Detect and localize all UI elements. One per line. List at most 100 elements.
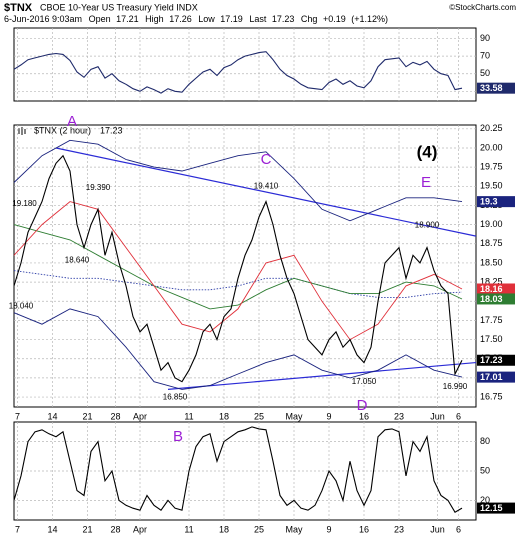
quote-pct: (+1.12%) (351, 14, 388, 24)
quote-label: High (145, 14, 164, 24)
x-tick-label: 16 (359, 411, 369, 421)
x-tick-label: 23 (394, 411, 404, 421)
y-tick-label: 20.25 (480, 123, 503, 133)
y-tick-label: 17.75 (480, 315, 503, 325)
x-tick-label: 6 (456, 524, 461, 534)
series-line (13, 201, 463, 341)
wave-label: B (173, 428, 183, 445)
y-tick-label: 19.50 (480, 181, 503, 191)
chart-title: CBOE 10-Year US Treasury Yield INDX (40, 2, 198, 12)
x-tick-label: 9 (326, 524, 331, 534)
x-tick-label: 18 (219, 524, 229, 534)
point-label: 16.990 (443, 382, 468, 391)
trendline (167, 361, 477, 390)
panel-frame (13, 27, 477, 102)
quote-label: Last (249, 14, 267, 24)
point-label: 18.900 (415, 220, 440, 229)
value-tag-label: 19.3 (480, 197, 498, 207)
point-label: 19.410 (254, 181, 279, 190)
x-tick-label: 7 (15, 524, 20, 534)
value-tag-label: 12.15 (480, 503, 503, 513)
symbol: $TNX (4, 2, 33, 14)
series-line (13, 308, 463, 390)
point-label: 18.640 (65, 255, 90, 264)
y-tick-label: 18.25 (480, 276, 503, 286)
quote-label: Open (89, 14, 111, 24)
quote-value: 17.21 (116, 14, 139, 24)
series-line (13, 51, 463, 94)
x-tick-label: 14 (47, 411, 57, 421)
value-tag (477, 82, 515, 94)
x-tick-label: 23 (394, 524, 404, 534)
y-tick-label: 19.75 (480, 162, 503, 172)
wave-label: E (421, 174, 431, 191)
x-tick-label: 18 (219, 411, 229, 421)
y-tick-label: 17.50 (480, 334, 503, 344)
x-tick-label: 21 (82, 524, 92, 534)
quote-value: 17.26 (169, 14, 192, 24)
value-tag-label: 33.58 (480, 83, 503, 93)
y-tick-label: 20.00 (480, 142, 503, 152)
x-tick-label: 11 (184, 411, 193, 421)
value-tag-label: 18.16 (480, 284, 503, 294)
x-tick-label: 21 (82, 411, 92, 421)
wave-label: C (261, 151, 272, 168)
y-tick-label: 18.75 (480, 238, 503, 248)
value-tag (477, 196, 515, 208)
quote-value: +0.19 (323, 14, 346, 24)
point-label: 16.850 (163, 392, 188, 401)
value-tag (477, 283, 515, 295)
x-tick-label: Apr (133, 411, 147, 421)
panel-frame (13, 124, 477, 408)
series-line (13, 224, 463, 310)
x-tick-label: 9 (326, 411, 331, 421)
y-tick-label: 19.00 (480, 219, 503, 229)
x-tick-label: Apr (133, 524, 147, 534)
x-tick-label: 6 (456, 411, 461, 421)
x-tick-label: May (285, 524, 303, 534)
y-tick-label: 80 (480, 436, 490, 446)
series-line (13, 426, 463, 513)
value-tag (477, 354, 515, 366)
y-tick-label: 90 (480, 33, 490, 43)
x-tick-label: 25 (254, 411, 264, 421)
x-tick-label: 7 (15, 411, 20, 421)
y-tick-label: 50 (480, 68, 490, 78)
x-tick-label: Jun (430, 524, 445, 534)
x-tick-label: Jun (430, 411, 445, 421)
point-label: 19.390 (86, 183, 111, 192)
quote-value: 17.19 (220, 14, 243, 24)
x-tick-label: 28 (110, 411, 120, 421)
value-tag (477, 371, 515, 383)
quote-line: 6-Jun-2016 9:03am Open 17.21 High 17.26 … (4, 14, 388, 24)
x-tick-label: 16 (359, 524, 369, 534)
series-line (13, 270, 463, 298)
series-line (13, 154, 463, 383)
y-tick-label: 16.75 (480, 391, 503, 401)
x-tick-label: 25 (254, 524, 264, 534)
trendline (55, 147, 477, 237)
value-tag-label: 18.03 (480, 294, 503, 304)
point-label: 18.040 (9, 301, 34, 310)
point-label: 17.050 (352, 377, 377, 386)
series-line (13, 139, 463, 222)
x-tick-label: May (285, 411, 303, 421)
value-tag-label: 17.23 (480, 355, 503, 365)
credit: ©StockCharts.com (449, 3, 516, 12)
legend-name: $TNX (2 hour) (34, 125, 91, 135)
point-label: 19.180 (12, 199, 37, 208)
value-tag (477, 293, 515, 305)
quote-value: 17.23 (272, 14, 295, 24)
wave-label: D (357, 397, 368, 414)
date: 6-Jun-2016 9:03am (4, 14, 82, 24)
y-tick-label: 20 (480, 495, 490, 505)
y-tick-label: 50 (480, 465, 490, 475)
y-tick-label: 18.50 (480, 257, 503, 267)
value-tag (477, 502, 515, 514)
wave-label: A (67, 113, 77, 130)
value-tag-label: 17.01 (480, 372, 503, 382)
quote-label: Low (198, 14, 215, 24)
y-tick-label: 70 (480, 51, 490, 61)
